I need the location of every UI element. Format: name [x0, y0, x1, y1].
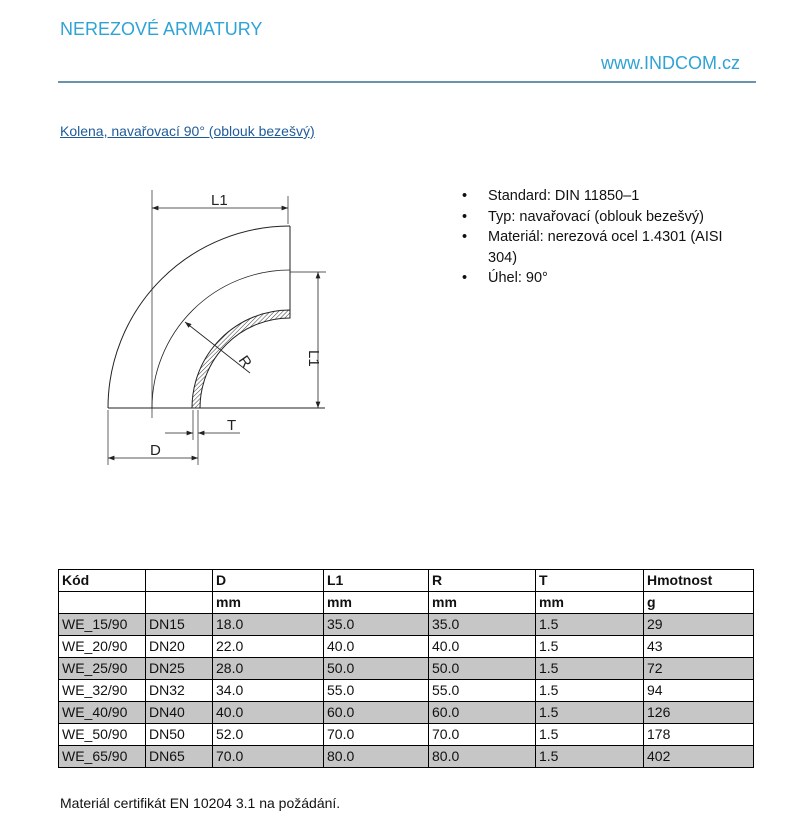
- table-cell: WE_25/90: [58, 657, 146, 680]
- table-cell: 35.0: [323, 613, 429, 636]
- table-cell: Hmotnost: [643, 569, 754, 592]
- table-cell: mm: [212, 591, 324, 614]
- table-cell: DN32: [145, 679, 213, 702]
- table-cell: DN50: [145, 723, 213, 746]
- table-cell: 402: [643, 745, 754, 768]
- table-cell: DN20: [145, 635, 213, 658]
- table-cell: R: [428, 569, 536, 592]
- outer-arc: [107, 225, 291, 409]
- label-t: T: [227, 417, 236, 434]
- table-cell: [58, 591, 146, 614]
- footer-note: Materiál certifikát EN 10204 3.1 na požá…: [60, 795, 341, 811]
- table-cell: DN15: [145, 613, 213, 636]
- spec-item: Úhel: 90°: [462, 268, 748, 289]
- table-units-row: mm mm mm mm g: [58, 591, 754, 614]
- center-arc: [151, 269, 291, 409]
- table-cell: 1.5: [535, 745, 644, 768]
- table-cell: 18.0: [212, 613, 324, 636]
- table-cell: 43: [643, 635, 754, 658]
- table-cell: 40.0: [428, 635, 536, 658]
- table-cell: DN65: [145, 745, 213, 768]
- table-cell: 1.5: [535, 723, 644, 746]
- table-cell: 72: [643, 657, 754, 680]
- spec-item: Materiál: nerezová ocel 1.4301 (AISI 304…: [462, 227, 748, 268]
- header-divider: [58, 81, 756, 83]
- table-cell: g: [643, 591, 754, 614]
- table-cell: 70.0: [323, 723, 429, 746]
- table-cell: 34.0: [212, 679, 324, 702]
- table-cell: WE_40/90: [58, 701, 146, 724]
- label-l1-top: L1: [211, 192, 228, 209]
- table-cell: WE_20/90: [58, 635, 146, 658]
- table-cell: mm: [323, 591, 429, 614]
- table-cell: 80.0: [428, 745, 536, 768]
- table-cell: DN25: [145, 657, 213, 680]
- elbow-diagram: L1 L1 R T D: [107, 190, 326, 465]
- dimensions-table: Kód D L1 R T Hmotnost mm mm mm mm g WE_15/90 DN15 18.…: [58, 569, 754, 768]
- header-title: NEREZOVÉ ARMATURY: [60, 19, 263, 39]
- label-d: D: [150, 442, 161, 459]
- table-cell: 50.0: [428, 657, 536, 680]
- table-row: WE_50/90 DN50 52.0 70.0 70.0 1.5 178: [58, 723, 754, 746]
- table-cell: L1: [323, 569, 429, 592]
- table-cell: 55.0: [323, 679, 429, 702]
- table-cell: T: [535, 569, 644, 592]
- table-row: WE_15/90 DN15 18.0 35.0 35.0 1.5 29: [58, 613, 754, 636]
- table-cell: 28.0: [212, 657, 324, 680]
- table-cell: 1.5: [535, 701, 644, 724]
- table-cell: 22.0: [212, 635, 324, 658]
- table-row: WE_32/90 DN32 34.0 55.0 55.0 1.5 94: [58, 679, 754, 702]
- spec-item: Typ: navařovací (oblouk bezešvý): [462, 207, 748, 228]
- spec-item: Standard: DIN 11850–1: [462, 186, 748, 207]
- table-cell: 40.0: [212, 701, 324, 724]
- table-cell: 40.0: [323, 635, 429, 658]
- table-cell: 35.0: [428, 613, 536, 636]
- website-link[interactable]: www.INDCOM.cz: [601, 53, 740, 73]
- table-cell: D: [212, 569, 324, 592]
- table-row: WE_65/90 DN65 70.0 80.0 80.0 1.5 402: [58, 745, 754, 768]
- table-cell: 70.0: [428, 723, 536, 746]
- table-cell: [145, 591, 213, 614]
- wall-section: [191, 309, 291, 409]
- label-l1-side: L1: [305, 350, 322, 367]
- table-cell: 94: [643, 679, 754, 702]
- spec-list: Standard: DIN 11850–1 Typ: navařovací (o…: [462, 186, 748, 289]
- table-row: WE_25/90 DN25 28.0 50.0 50.0 1.5 72: [58, 657, 754, 680]
- table-cell: 1.5: [535, 635, 644, 658]
- table-cell: 80.0: [323, 745, 429, 768]
- table-header-row: Kód D L1 R T Hmotnost: [58, 569, 754, 592]
- table-cell: 55.0: [428, 679, 536, 702]
- table-cell: 70.0: [212, 745, 324, 768]
- table-cell: 178: [643, 723, 754, 746]
- table-cell: 126: [643, 701, 754, 724]
- table-cell: mm: [428, 591, 536, 614]
- table-cell: 1.5: [535, 657, 644, 680]
- table-cell: WE_65/90: [58, 745, 146, 768]
- table-row: WE_40/90 DN40 40.0 60.0 60.0 1.5 126: [58, 701, 754, 724]
- table-cell: DN40: [145, 701, 213, 724]
- table-cell: WE_32/90: [58, 679, 146, 702]
- table-cell: 29: [643, 613, 754, 636]
- table-cell: 1.5: [535, 613, 644, 636]
- table-cell: 60.0: [428, 701, 536, 724]
- table-cell: 1.5: [535, 679, 644, 702]
- table-cell: WE_50/90: [58, 723, 146, 746]
- table-row: WE_20/90 DN20 22.0 40.0 40.0 1.5 43: [58, 635, 754, 658]
- table-cell: WE_15/90: [58, 613, 146, 636]
- table-cell: 50.0: [323, 657, 429, 680]
- table-cell: [145, 569, 213, 592]
- table-cell: 52.0: [212, 723, 324, 746]
- table-cell: Kód: [58, 569, 146, 592]
- table-cell: 60.0: [323, 701, 429, 724]
- table-cell: mm: [535, 591, 644, 614]
- section-title-link[interactable]: Kolena, navařovací 90° (oblouk bezešvý): [60, 123, 315, 139]
